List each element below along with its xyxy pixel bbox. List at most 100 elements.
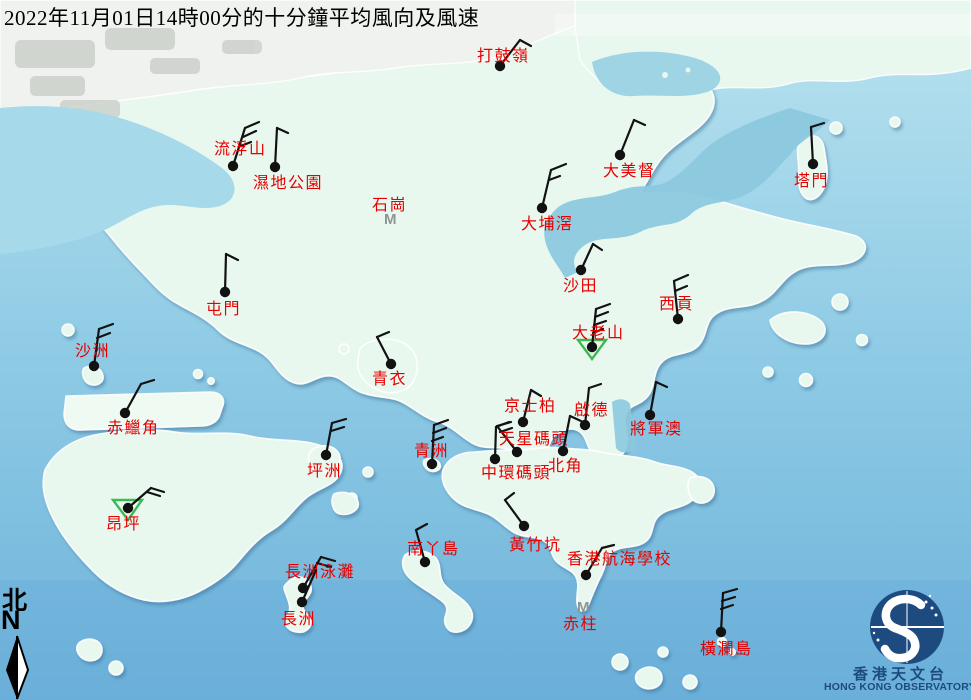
wind-barb-feather [97,322,115,331]
wind-barb-feather [319,555,337,563]
station-dot-icon [119,407,131,419]
station-group: 香港航海學校 [567,543,672,581]
china-strip [0,0,971,119]
station-group: M赤柱 [563,599,598,633]
wind-barb-feather [529,388,543,398]
wind-barb-feather [809,121,826,129]
wind-barb-feather [673,284,689,293]
wind-barb-staff [493,425,498,461]
starling-inlet-water [592,51,721,97]
station-dot-icon [579,419,591,431]
wind-barb-feather [587,382,603,390]
wind-barb-feather [593,310,610,319]
station-group: 打鼓嶺 [477,38,533,72]
station-label: 流浮山 [214,140,267,158]
wind-barb-staff [223,252,228,294]
station-group: 流浮山 [214,120,267,172]
wind-barb-feather [315,561,333,569]
wind-barb-staff [92,327,101,368]
wind-barb-staff [231,126,247,168]
wind-barb-feather [239,140,253,148]
station-group: 天星碼頭 [495,420,569,458]
station-label: 中環碼頭 [481,464,551,482]
station-label: 啟德 [574,401,609,419]
station-dot-icon [122,502,134,514]
station-group: 塔門 [794,121,828,190]
station-group: 青衣 [372,330,407,388]
station-dot-icon [536,202,548,214]
station-group: 北角 [548,414,583,475]
junk-bay-water [612,399,636,453]
hko-logo-icon [870,590,944,664]
station-label: 黃竹坑 [509,536,562,554]
missing-data-marker: M [384,211,397,228]
hko-logo-name-cjk: 香港天文台 [852,667,948,683]
wind-barb-feather [431,426,448,435]
station-dot-icon [296,596,308,608]
wind-barb-feather [95,331,112,340]
station-group: 濕地公園 [253,126,322,192]
landmass-lamma [401,549,474,634]
landmass-hk-island [441,446,701,612]
wind-barb-staff [414,528,427,564]
station-label: 天星碼頭 [499,430,569,448]
station-label: 大美督 [603,162,656,180]
station-group: 大埔滘 [521,162,572,233]
wind-barb-feather [275,126,290,135]
wind-barb-staff [583,386,591,427]
station-group: 沙田 [563,242,604,295]
station-label: 赤鱲角 [107,419,160,437]
station-dot-icon [385,358,397,370]
station-label: 昂坪 [106,515,141,533]
wind-barb-staff [648,380,658,417]
station-group: 南丫島 [407,522,460,568]
station-group: 長洲泳灘 [285,555,354,594]
station-label: 西貢 [659,296,694,313]
station-dot-icon [219,286,231,298]
station-label: 青衣 [372,370,407,388]
station-label: 南丫島 [407,540,460,558]
wind-barb-feather [518,38,533,48]
station-group: 赤鱲角 [107,378,160,437]
variable-wind-triangle-icon [110,498,145,523]
hko-logo-name-en: HONG KONG OBSERVATORY [824,681,971,693]
missing-data-marker: M [577,599,590,616]
station-dot-icon [715,626,727,638]
station-label: 赤柱 [563,615,598,633]
station-dot-icon [580,569,592,581]
station-label: 將軍澳 [630,420,683,438]
wind-barb-staff [273,126,279,169]
wind-barb-feather [547,174,562,182]
station-group: 昂坪 [106,486,166,533]
wind-barb-staff [300,568,318,604]
station-group: 大美督 [603,118,656,180]
station-label: 京士柏 [504,397,557,415]
wind-barb-staff [672,279,680,321]
station-group: 屯門 [206,252,241,318]
wind-barb-feather [594,302,612,311]
station-group: 青洲 [414,418,450,470]
wind-barb-feather [503,491,516,502]
station-dot-icon [586,341,598,353]
station-label: 屯門 [206,300,241,318]
station-label: 大老山 [572,324,625,342]
station-dot-icon [517,416,529,428]
wind-barb-feather [330,417,348,425]
station-dot-icon [419,556,431,568]
station-dot-icon [297,582,309,594]
station-label: 香港航海學校 [567,550,672,568]
station-label: 長洲 [281,610,316,628]
inlet-water-layer [544,108,830,453]
station-label: 橫瀾島 [700,640,753,658]
wind-barb-feather [498,426,514,434]
wind-barb-feather [632,118,647,127]
wind-barb-feather [720,595,737,603]
station-dot-icon [320,449,332,461]
station-label: 青洲 [414,442,449,460]
wind-barb-feather [672,273,690,283]
wind-barb-feather [375,330,391,339]
landmass-airport [63,391,225,431]
wind-barb-feather [591,242,604,252]
